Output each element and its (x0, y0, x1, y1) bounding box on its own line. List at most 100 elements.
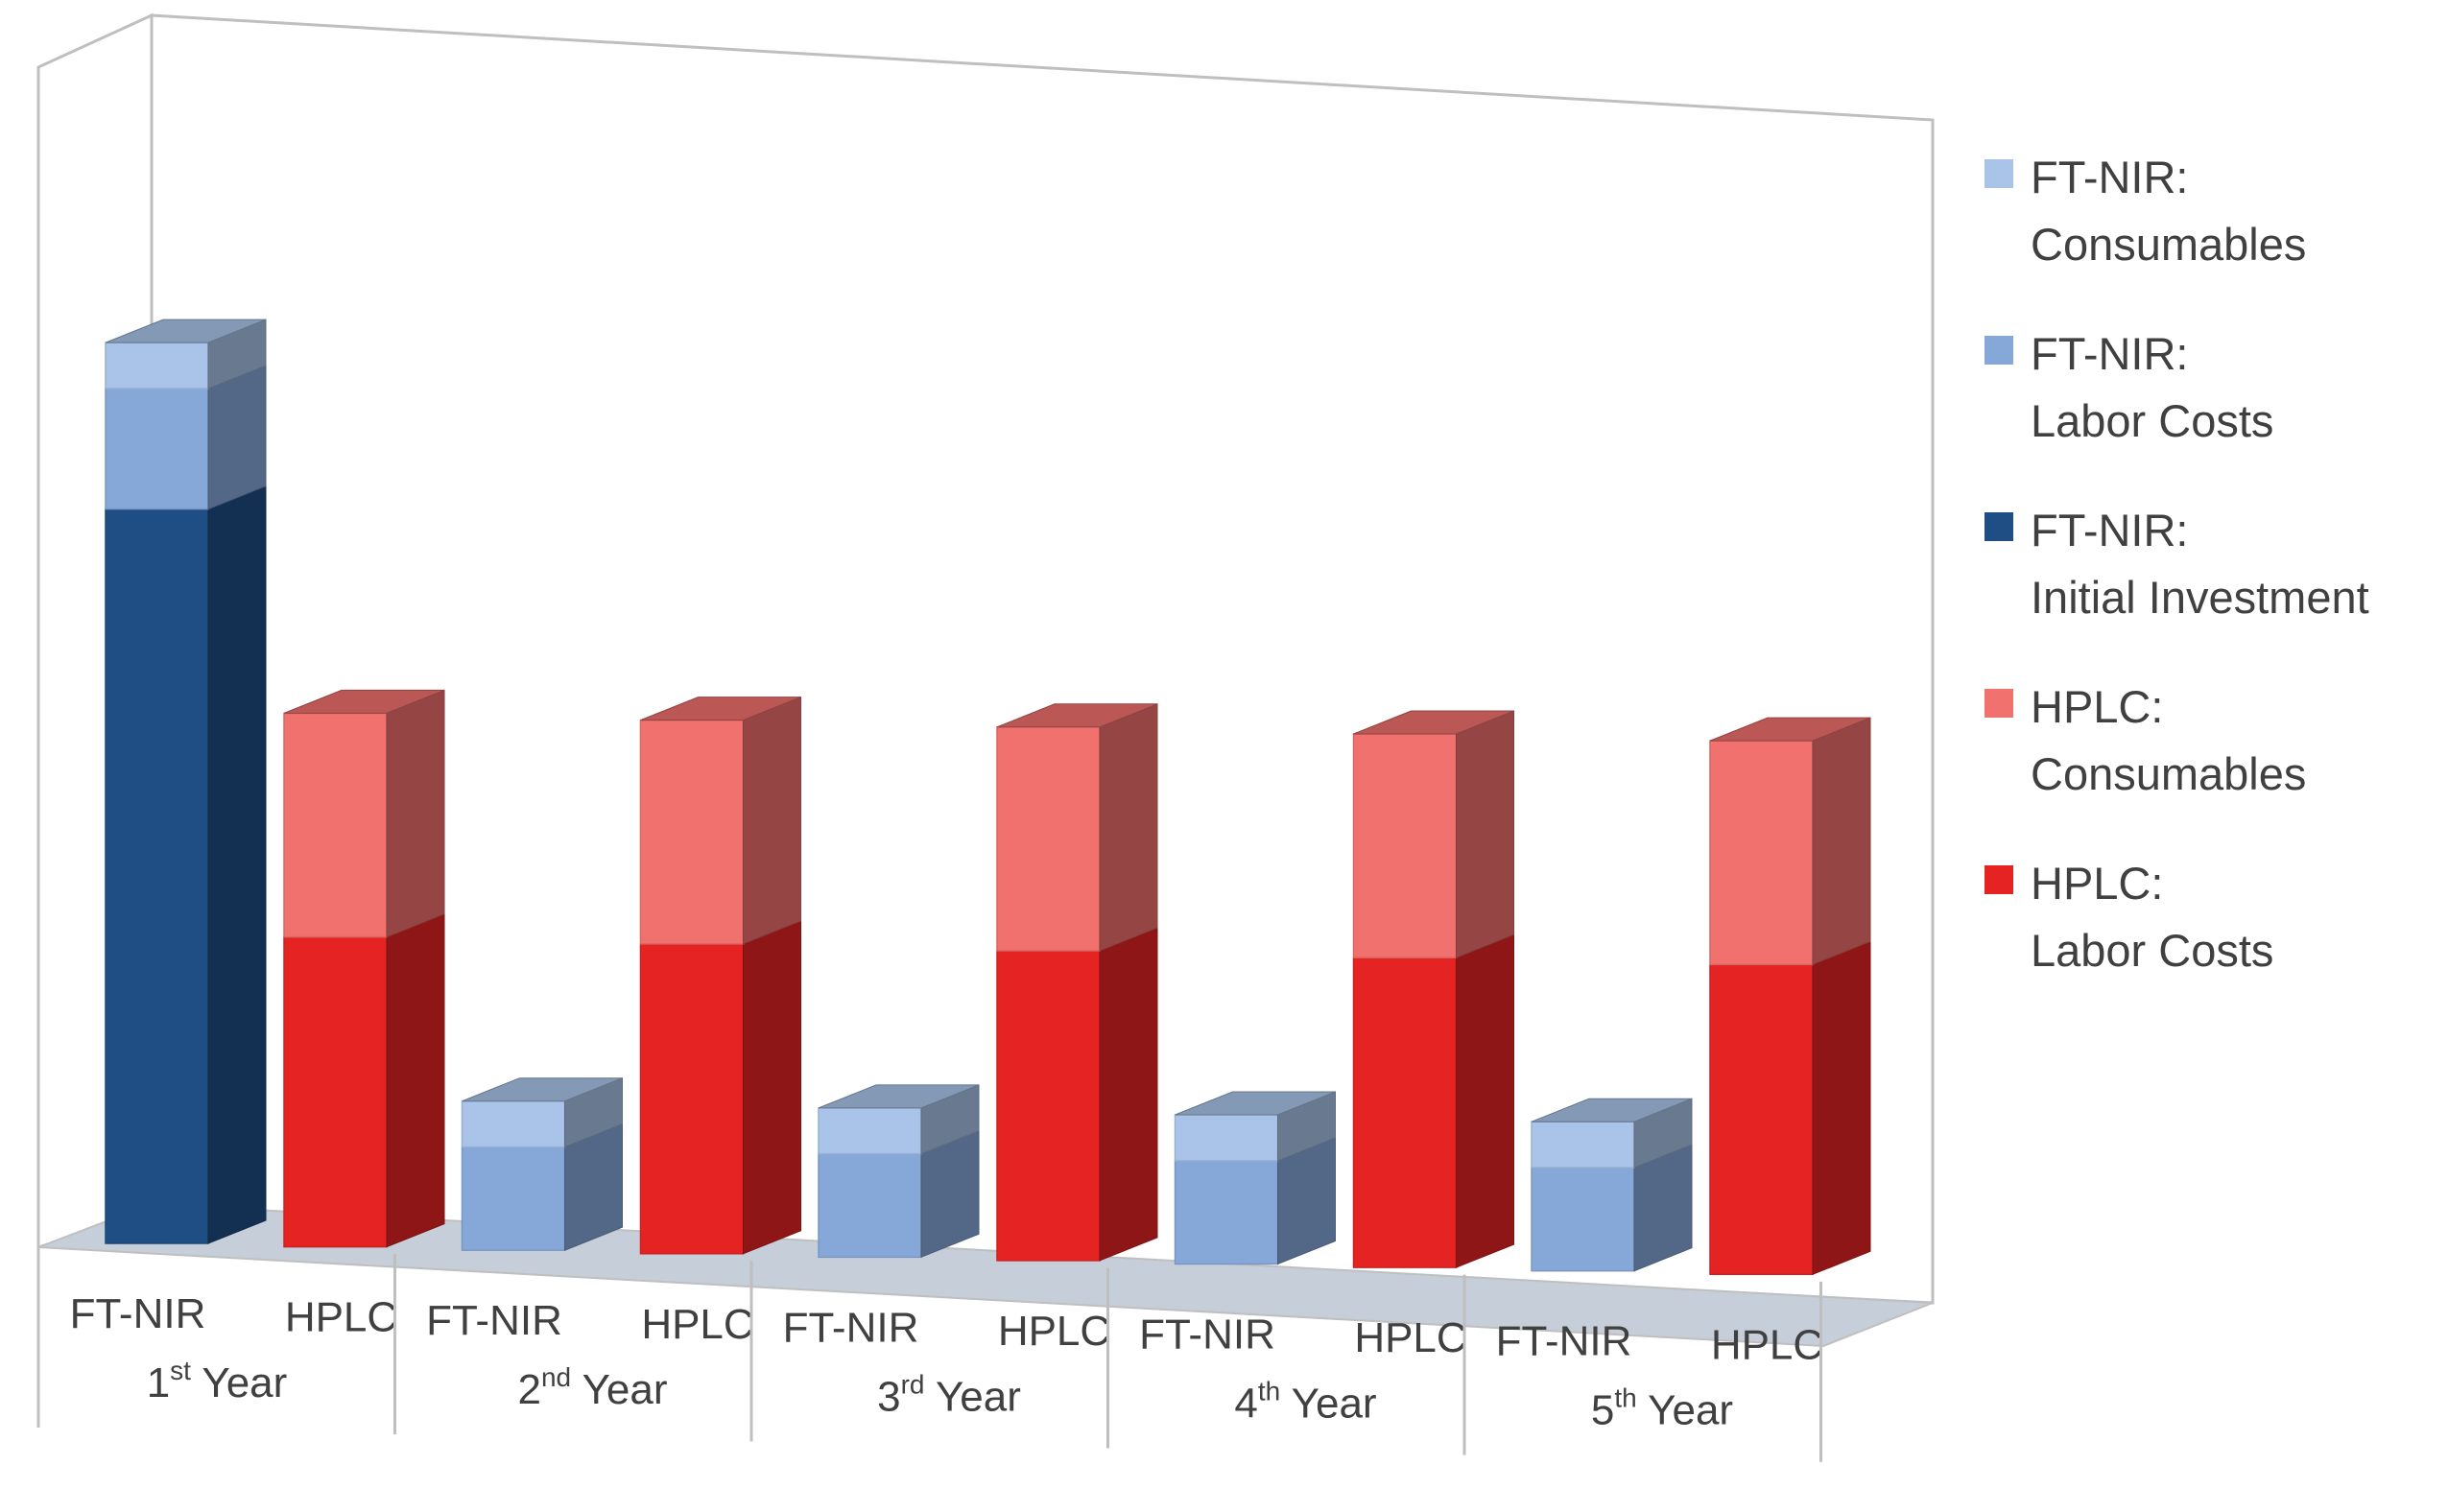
legend-swatch (1985, 336, 2013, 365)
bar-side-face (207, 365, 267, 510)
group-label-suffix: th (1258, 1377, 1280, 1406)
bar-top-face (818, 1084, 980, 1109)
bar-front-face (639, 719, 745, 945)
group-label-word: Year (925, 1373, 1021, 1420)
tick-label-ftnir: FT-NIR (426, 1297, 562, 1344)
bar-hplc-consumables-year-1 (283, 689, 445, 938)
bar-hplc-labor-costs-year-4 (1352, 933, 1514, 1268)
tick-label-ftnir: FT-NIR (70, 1290, 206, 1337)
tick-label-ftnir: FT-NIR (1496, 1318, 1632, 1365)
group-label-suffix: nd (541, 1362, 571, 1392)
bar-front-face (105, 388, 209, 510)
bar-side-face (207, 484, 267, 1244)
legend-label: HPLC: Labor Costs (2031, 850, 2273, 984)
bar-ft-nir-consumables-year-3 (818, 1084, 980, 1155)
legend-label-line2: Labor Costs (2031, 395, 2274, 446)
bar-front-face (1352, 733, 1458, 958)
bar-top-face (1175, 1091, 1336, 1116)
bar-top-face (1531, 1098, 1693, 1122)
bar-side-face (1099, 703, 1158, 952)
bar-front-face (1352, 957, 1458, 1268)
bar-front-face (461, 1099, 566, 1148)
legend-swatch (1985, 159, 2013, 188)
bar-front-face (105, 342, 209, 390)
legend-label-line2: Consumables (2031, 219, 2307, 270)
bar-side-face (386, 912, 445, 1248)
bar-side-face (743, 696, 801, 945)
bar-top-face (1353, 710, 1514, 735)
bar-front-face (283, 712, 388, 938)
bar-top-face (996, 703, 1158, 728)
legend-swatch (1985, 865, 2013, 894)
bar-front-face (461, 1146, 566, 1251)
group-label-suffix: th (1614, 1383, 1636, 1413)
group-label-ordinal: 5 (1591, 1387, 1614, 1434)
bar-ft-nir-consumables-year-1 (105, 319, 267, 390)
tick-label-ftnir: FT-NIR (1139, 1311, 1275, 1358)
group-label-year-3: 3rd Year (877, 1369, 1021, 1420)
bar-side-face (386, 689, 445, 938)
legend-item-hplc-labor-costs: HPLC: Labor Costs (1985, 850, 2445, 984)
bar-series-group (105, 319, 1871, 1276)
bar-front-face (1709, 740, 1814, 966)
group-label-suffix: st (170, 1356, 191, 1385)
bar-side-face (1812, 940, 1871, 1276)
legend-item-ft-nir-initial-investment: FT-NIR: Initial Investment (1985, 497, 2445, 631)
legend-label: FT-NIR: Consumables (2031, 144, 2306, 278)
bar-side-face (1099, 927, 1158, 1262)
bar-top-face (105, 319, 267, 343)
bar-top-face (283, 689, 445, 714)
bar-front-face (818, 1152, 922, 1259)
group-label-word: Year (1280, 1381, 1376, 1428)
legend-item-ft-nir-consumables: FT-NIR: Consumables (1985, 144, 2445, 278)
legend-label: FT-NIR: Initial Investment (2031, 497, 2369, 631)
legend-label-line2: Consumables (2031, 748, 2307, 799)
group-label-suffix: rd (901, 1369, 925, 1399)
legend-swatch (1985, 512, 2013, 541)
bar-front-face (283, 935, 388, 1248)
bar-front-face (1709, 963, 1814, 1276)
bar-hplc-consumables-year-2 (639, 696, 801, 945)
group-label-word: Year (571, 1366, 667, 1413)
legend-label-line1: FT-NIR: (2031, 152, 2189, 202)
bar-ft-nir-labor-costs-year-2 (461, 1122, 623, 1251)
bar-ft-nir-labor-costs-year-4 (1174, 1137, 1336, 1265)
tick-label-hplc: HPLC (285, 1294, 397, 1341)
bar-ft-nir-consumables-year-2 (461, 1076, 623, 1148)
bar-ft-nir-initial-investment-year-1 (105, 484, 267, 1244)
legend-label: HPLC: Consumables (2031, 673, 2306, 808)
bar-front-face (1174, 1160, 1279, 1265)
legend-label-line1: FT-NIR: (2031, 505, 2189, 555)
legend-label: FT-NIR: Labor Costs (2031, 320, 2273, 455)
bar-hplc-consumables-year-3 (996, 703, 1158, 952)
group-label-word: Year (1637, 1387, 1733, 1434)
bar-hplc-consumables-year-4 (1352, 710, 1514, 958)
group-label-ordinal: 3 (877, 1373, 900, 1420)
tick-label-hplc: HPLC (1711, 1321, 1823, 1368)
tick-label-hplc: HPLC (641, 1301, 753, 1348)
group-label-year-1: 1st Year (147, 1356, 288, 1406)
legend-label-line2: Initial Investment (2031, 572, 2369, 623)
bar-front-face (1531, 1167, 1635, 1272)
tick-label-hplc: HPLC (1354, 1314, 1466, 1361)
bar-front-face (639, 943, 745, 1255)
bar-hplc-labor-costs-year-1 (283, 912, 445, 1248)
legend-item-hplc-consumables: HPLC: Consumables (1985, 673, 2445, 808)
bar-side-face (1812, 717, 1871, 966)
bar-hplc-consumables-year-5 (1709, 717, 1871, 966)
bar-hplc-labor-costs-year-5 (1709, 940, 1871, 1276)
legend-label-line1: HPLC: (2031, 681, 2164, 732)
legend-label-line1: HPLC: (2031, 858, 2164, 909)
bar-side-face (743, 920, 801, 1255)
bar-front-face (996, 726, 1101, 952)
bar-side-face (1456, 933, 1514, 1268)
bar-front-face (996, 950, 1101, 1262)
group-label-word: Year (191, 1359, 287, 1406)
group-label-ordinal: 4 (1234, 1381, 1257, 1428)
bar-top-face (462, 1077, 623, 1102)
bar-top-face (1709, 717, 1871, 742)
bar-ft-nir-labor-costs-year-1 (105, 365, 267, 510)
bar-hplc-labor-costs-year-2 (639, 920, 801, 1255)
tick-label-ftnir: FT-NIR (783, 1304, 919, 1351)
